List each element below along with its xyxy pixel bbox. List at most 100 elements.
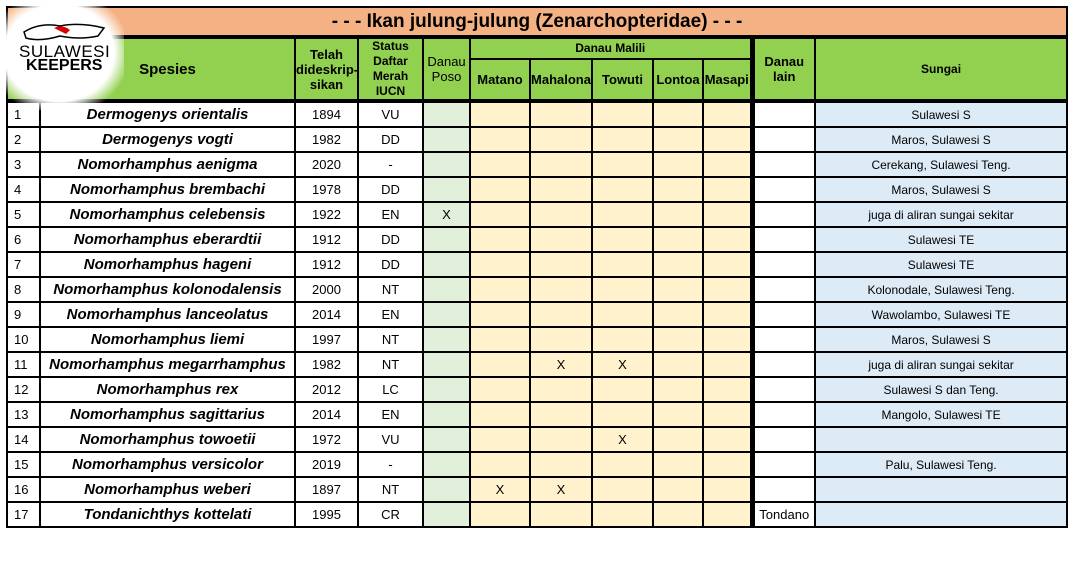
river-cell: Kolonodale, Sulawesi Teng. bbox=[813, 276, 1069, 303]
row-number: 4 bbox=[6, 176, 41, 203]
table-row: 2 Dermogenys vogti 1982 DD Maros, Sulawesi S bbox=[6, 126, 1069, 153]
towuti-cell bbox=[591, 126, 654, 153]
masapi-cell bbox=[702, 99, 753, 128]
iucn-status: - bbox=[357, 151, 424, 178]
other-lake-cell bbox=[749, 226, 816, 253]
table-row: 13 Nomorhamphus sagittarius 2014 EN Mangolo,… bbox=[6, 401, 1069, 428]
masapi-cell bbox=[702, 451, 753, 478]
lontoa-cell bbox=[652, 376, 704, 403]
poso-cell bbox=[422, 251, 471, 278]
row-number: 11 bbox=[6, 351, 41, 378]
row-number: 14 bbox=[6, 426, 41, 453]
masapi-cell bbox=[702, 376, 753, 403]
towuti-cell bbox=[591, 99, 654, 128]
species-name: Nomorhamphus versicolor bbox=[39, 451, 296, 478]
table-row: 1 Dermogenys orientalis 1894 VU Sulawesi S bbox=[6, 99, 1069, 128]
mahalona-cell bbox=[529, 401, 593, 428]
river-cell: Cerekang, Sulawesi Teng. bbox=[813, 151, 1069, 178]
matano-cell bbox=[469, 301, 531, 328]
towuti-cell bbox=[591, 226, 654, 253]
table-row: 16 Nomorhamphus weberi 1897 NT X X bbox=[6, 476, 1069, 503]
header-matano: Matano bbox=[469, 58, 531, 102]
sulawesi-keepers-logo: SULAWESI KEEPERS bbox=[6, 6, 124, 110]
poso-cell bbox=[422, 476, 471, 503]
species-table: - - - Ikan julung-julung (Zenarchopterid… bbox=[5, 6, 1069, 528]
year-described: 1997 bbox=[294, 326, 359, 353]
poso-cell bbox=[422, 426, 471, 453]
species-name: Nomorhamphus aenigma bbox=[39, 151, 296, 178]
poso-cell bbox=[422, 501, 471, 528]
year-described: 2000 bbox=[294, 276, 359, 303]
other-lake-cell bbox=[749, 126, 816, 153]
lontoa-cell bbox=[652, 126, 704, 153]
lontoa-cell bbox=[652, 426, 704, 453]
river-cell bbox=[813, 426, 1069, 453]
year-described: 1972 bbox=[294, 426, 359, 453]
lontoa-cell bbox=[652, 99, 704, 128]
poso-cell bbox=[422, 451, 471, 478]
iucn-status: NT bbox=[357, 476, 424, 503]
poso-cell bbox=[422, 301, 471, 328]
river-cell: juga di aliran sungai sekitar bbox=[813, 351, 1069, 378]
mahalona-cell bbox=[529, 176, 593, 203]
mahalona-cell bbox=[529, 99, 593, 128]
year-described: 1912 bbox=[294, 251, 359, 278]
mahalona-cell bbox=[529, 276, 593, 303]
iucn-status: VU bbox=[357, 99, 424, 128]
other-lake-cell bbox=[749, 451, 816, 478]
towuti-cell bbox=[591, 476, 654, 503]
masapi-cell bbox=[702, 426, 753, 453]
species-name: Nomorhamphus celebensis bbox=[39, 201, 296, 228]
header-mahalona: Mahalona bbox=[529, 58, 593, 102]
table-row: 15 Nomorhamphus versicolor 2019- Palu, Sula… bbox=[6, 451, 1069, 478]
table-title: - - - Ikan julung-julung (Zenarchopterid… bbox=[5, 6, 1069, 39]
towuti-cell bbox=[591, 501, 654, 528]
mahalona-cell bbox=[529, 501, 593, 528]
year-described: 1978 bbox=[294, 176, 359, 203]
towuti-cell bbox=[591, 326, 654, 353]
row-number: 17 bbox=[6, 501, 41, 528]
masapi-cell bbox=[702, 401, 753, 428]
masapi-cell bbox=[702, 251, 753, 278]
row-number: 12 bbox=[6, 376, 41, 403]
header-lontoa: Lontoa bbox=[652, 58, 704, 102]
matano-cell bbox=[469, 251, 531, 278]
year-described: 2014 bbox=[294, 401, 359, 428]
river-cell bbox=[813, 476, 1069, 503]
table-row: 6 Nomorhamphus eberardtii 1912 DD Sulawesi T… bbox=[6, 226, 1069, 253]
other-lake-cell bbox=[749, 251, 816, 278]
lontoa-cell bbox=[652, 476, 704, 503]
logo-text-sulawesi: SULAWESI bbox=[19, 42, 111, 61]
iucn-status: DD bbox=[357, 176, 424, 203]
species-name: Nomorhamphus lanceolatus bbox=[39, 301, 296, 328]
matano-cell bbox=[469, 401, 531, 428]
mahalona-cell: X bbox=[529, 476, 593, 503]
iucn-status: DD bbox=[357, 226, 424, 253]
lontoa-cell bbox=[652, 451, 704, 478]
towuti-cell: X bbox=[591, 426, 654, 453]
towuti-cell: X bbox=[591, 351, 654, 378]
matano-cell bbox=[469, 326, 531, 353]
mahalona-cell bbox=[529, 226, 593, 253]
table-row: 17 Tondanichthys kottelati 1995 CR Tondano bbox=[6, 501, 1069, 528]
year-described: 1912 bbox=[294, 226, 359, 253]
matano-cell bbox=[469, 201, 531, 228]
river-cell: Palu, Sulawesi Teng. bbox=[813, 451, 1069, 478]
mahalona-cell: X bbox=[529, 351, 593, 378]
table-row: 8 Nomorhamphus kolonodalensis 2000 NT Kolono… bbox=[6, 276, 1069, 303]
lontoa-cell bbox=[652, 176, 704, 203]
mahalona-cell bbox=[529, 376, 593, 403]
other-lake-cell bbox=[749, 426, 816, 453]
mahalona-cell bbox=[529, 301, 593, 328]
river-cell: Sulawesi S bbox=[813, 99, 1069, 128]
matano-cell bbox=[469, 276, 531, 303]
mahalona-cell bbox=[529, 126, 593, 153]
matano-cell bbox=[469, 376, 531, 403]
other-lake-cell bbox=[749, 201, 816, 228]
row-number: 16 bbox=[6, 476, 41, 503]
year-described: 1897 bbox=[294, 476, 359, 503]
header-towuti: Towuti bbox=[591, 58, 654, 102]
shrimp-logo-icon bbox=[23, 23, 106, 41]
species-table-container: SULAWESI KEEPERS - - - Ikan julung-julun… bbox=[5, 6, 1069, 528]
